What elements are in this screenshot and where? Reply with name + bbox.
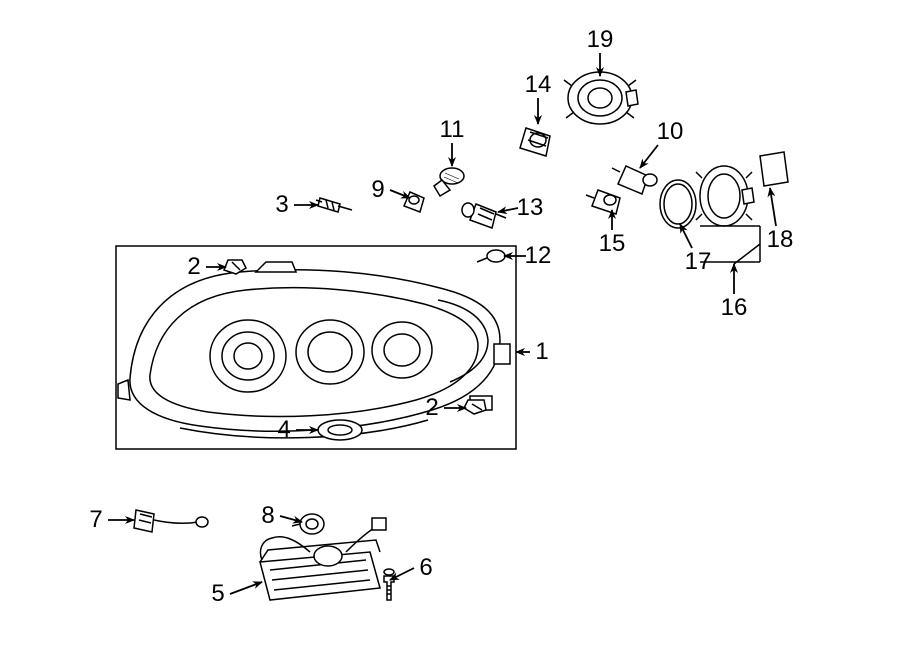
callout-label-15: 15 xyxy=(599,230,626,258)
callout-label-12: 12 xyxy=(525,242,552,270)
callout-label-4: 4 xyxy=(277,416,290,444)
callout-arrow-5 xyxy=(230,582,262,594)
callout-label-1: 1 xyxy=(535,338,548,366)
part-headlamp-assembly xyxy=(118,262,510,438)
callout-arrow-9 xyxy=(390,190,410,198)
callout-arrow-10 xyxy=(640,145,658,168)
callout-label-17: 17 xyxy=(685,248,712,276)
callout-label-19: 19 xyxy=(587,26,614,54)
callout-label-8: 8 xyxy=(261,502,274,530)
callout-label-11: 11 xyxy=(440,116,465,144)
part-socket-15 xyxy=(586,190,620,214)
part-gasket xyxy=(318,420,362,440)
diagram-svg xyxy=(0,0,900,661)
part-bulb-12 xyxy=(477,250,505,262)
callout-arrow-13 xyxy=(498,208,518,212)
part-screw xyxy=(384,569,394,600)
part-bulb-11 xyxy=(434,168,464,196)
callout-label-9: 9 xyxy=(371,176,384,204)
callout-label-16: 16 xyxy=(721,294,748,322)
callout-label-18: 18 xyxy=(767,226,794,254)
callout-label-13: 13 xyxy=(517,194,544,222)
part-socket-9 xyxy=(404,192,424,212)
part-oring xyxy=(660,180,696,228)
part-socket-14 xyxy=(520,128,550,156)
callout-label-6: 6 xyxy=(419,554,432,582)
part-bulb-10 xyxy=(612,166,657,194)
part-large-cover xyxy=(564,72,638,124)
part-igniter xyxy=(292,514,324,534)
part-dust-cover xyxy=(696,166,754,226)
diagram-stage: 122345678910111213141516171819 xyxy=(0,0,900,661)
part-ballast xyxy=(260,518,386,600)
callout-label-7: 7 xyxy=(89,506,102,534)
callout-label-2: 2 xyxy=(425,394,438,422)
part-socket-13 xyxy=(462,203,506,228)
callout-arrow-17 xyxy=(680,224,692,248)
part-stud xyxy=(316,198,352,212)
callout-label-5: 5 xyxy=(211,580,224,608)
callout-label-10: 10 xyxy=(657,118,684,146)
part-pad xyxy=(760,152,788,186)
callout-arrow-8 xyxy=(280,516,302,522)
callout-label-2: 2 xyxy=(187,253,200,281)
callout-label-14: 14 xyxy=(525,71,552,99)
callout-label-3: 3 xyxy=(275,191,288,219)
callout-arrow-18 xyxy=(770,188,776,226)
part-clip-bottom xyxy=(464,400,486,414)
part-connector-harness xyxy=(134,510,208,532)
